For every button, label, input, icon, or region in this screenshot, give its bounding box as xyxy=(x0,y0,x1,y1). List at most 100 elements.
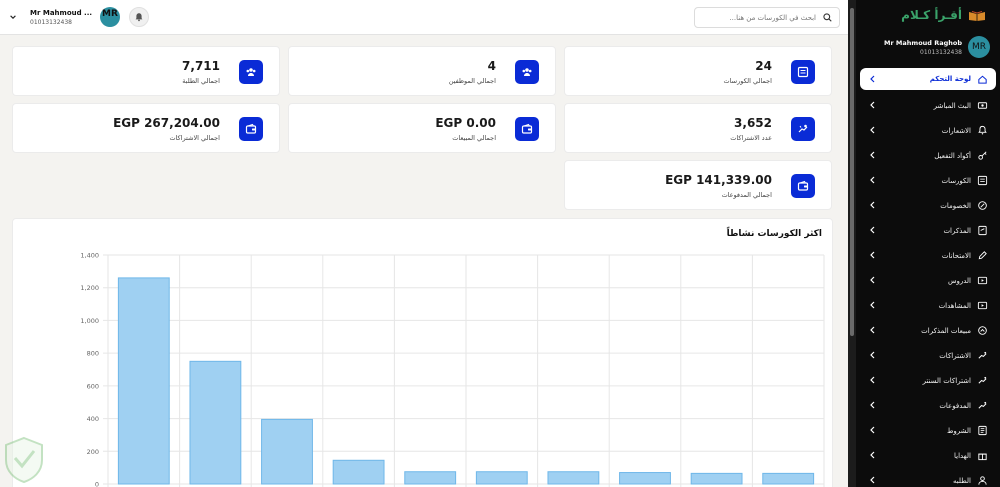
wallet-icon xyxy=(515,117,539,141)
sidebar-item[interactable]: مبيعات المذكرات xyxy=(860,318,996,343)
bar[interactable] xyxy=(332,459,385,485)
brand-name: أقـرأ كـلام xyxy=(901,8,962,22)
users-icon xyxy=(239,60,263,84)
chevron-left-icon xyxy=(868,176,876,184)
lessons-icon xyxy=(977,275,988,286)
sales-icon xyxy=(977,325,988,336)
bar[interactable] xyxy=(189,360,242,485)
bar-chart: 0 200 400 600 800 1,000 1,200 1,400 xyxy=(80,252,825,487)
user-name: Mr Mahmoud ... xyxy=(30,8,93,17)
y-tick-label: 1,200 xyxy=(80,284,99,292)
sidebar-item[interactable]: الطلبه xyxy=(860,468,996,487)
stat-value: EGP 141,339.00 xyxy=(665,173,772,187)
notifications-button[interactable] xyxy=(129,7,149,27)
sidebar-item[interactable]: الاشعارات xyxy=(860,118,996,143)
bell-icon xyxy=(135,13,143,22)
chevron-left-icon xyxy=(868,126,876,134)
bar[interactable] xyxy=(261,418,313,485)
sidebar-item[interactable]: لوحة التحكم xyxy=(860,68,996,90)
sidebar-item[interactable]: الشروط xyxy=(860,418,996,443)
sidebar-item-label: مبيعات المذكرات xyxy=(921,326,971,335)
user-phone: 01013132438 xyxy=(30,18,72,26)
chevron-left-icon xyxy=(868,301,876,309)
book-icon xyxy=(969,11,985,21)
chart-title: اكثر الكورسات نشاطاً xyxy=(726,229,822,239)
chevron-left-icon xyxy=(868,101,876,109)
sidebar-item-label: اشتراكات السنتر xyxy=(922,376,971,385)
stat-card-subscriptions-total: EGP 267,204.00 اجمالي الاشتراكات xyxy=(12,103,280,153)
stat-card-sales: EGP 0.00 اجمالي المبيعات xyxy=(288,103,556,153)
live-icon xyxy=(977,100,988,111)
avatar[interactable]: MR xyxy=(100,7,120,27)
stat-value: EGP 267,204.00 xyxy=(113,116,220,130)
stat-card-subscriptions-count: 3,652 عدد الاشتراكات xyxy=(564,103,832,153)
sidebar-item[interactable]: أكواد التفعيل xyxy=(860,143,996,168)
stat-card-payments: EGP 141,339.00 اجمالي المدفوعات xyxy=(564,160,832,210)
scrollbar-thumb[interactable] xyxy=(850,8,854,336)
sidebar-item-label: الدروس xyxy=(947,276,971,285)
users-icon xyxy=(515,60,539,84)
hand-coin-icon xyxy=(791,117,815,141)
sidebar-item-label: الاشعارات xyxy=(941,126,971,135)
shield-watermark-icon xyxy=(5,436,43,484)
y-tick-label: 1,000 xyxy=(80,317,99,325)
sidebar-item-label: المدفوعات xyxy=(939,401,971,410)
top-bar: Mr Mahmoud ... 01013132438 MR xyxy=(0,0,848,35)
scrollbar[interactable] xyxy=(848,0,856,487)
chevron-left-icon xyxy=(868,476,876,484)
y-tick-label: 800 xyxy=(87,350,99,358)
chevron-left-icon xyxy=(868,376,876,384)
chevron-left-icon xyxy=(868,226,876,234)
bar[interactable] xyxy=(117,277,170,485)
discount-icon xyxy=(977,200,988,211)
stat-value: EGP 0.00 xyxy=(435,116,496,130)
courses-icon xyxy=(977,175,988,186)
sidebar-item[interactable]: الدروس xyxy=(860,268,996,293)
stat-card-courses: 24 اجمالي الكورسات xyxy=(564,46,832,96)
sidebar-item[interactable]: الامتحانات xyxy=(860,243,996,268)
sidebar-item[interactable]: البث المباشر xyxy=(860,93,996,118)
sidebar-item[interactable]: اشتراكات السنتر xyxy=(860,368,996,393)
stat-label: عدد الاشتراكات xyxy=(730,134,772,142)
sidebar-item[interactable]: الاشتراكات xyxy=(860,343,996,368)
stat-label: اجمالي الكورسات xyxy=(723,77,772,85)
sidebar-item[interactable]: الكورسات xyxy=(860,168,996,193)
bar[interactable] xyxy=(475,471,528,485)
sidebar-item[interactable]: المدفوعات xyxy=(860,393,996,418)
chevron-left-icon xyxy=(868,151,876,159)
chevron-left-icon xyxy=(868,326,876,334)
search-icon xyxy=(821,12,833,24)
stat-label: اجمالي الاشتراكات xyxy=(169,134,220,142)
sidebar-item-label: الشروط xyxy=(946,426,971,435)
search-input[interactable] xyxy=(706,13,816,22)
chevron-left-icon xyxy=(868,401,876,409)
chevron-down-icon[interactable] xyxy=(6,10,20,24)
bar[interactable] xyxy=(404,471,457,485)
avatar[interactable]: MR xyxy=(968,36,990,58)
sidebar-item-label: البث المباشر xyxy=(933,101,971,110)
bar[interactable] xyxy=(762,472,815,485)
sidebar-item[interactable]: المشاهدات xyxy=(860,293,996,318)
sidebar-item[interactable]: الهدايا xyxy=(860,443,996,468)
sidebar-item-label: أكواد التفعيل xyxy=(934,151,971,160)
sidebar-item[interactable]: الخصومات xyxy=(860,193,996,218)
notes-icon xyxy=(977,225,988,236)
search-box[interactable] xyxy=(694,7,840,28)
sidebar-user-name: Mr Mahmoud Raghob xyxy=(884,38,962,47)
stat-value: 7,711 xyxy=(182,59,220,73)
y-tick-label: 1,400 xyxy=(80,252,99,260)
bar[interactable] xyxy=(690,472,743,485)
user-menu[interactable]: Mr Mahmoud ... 01013132438 MR xyxy=(6,5,149,29)
chevron-left-icon xyxy=(868,75,876,83)
chevron-left-icon xyxy=(868,451,876,459)
sidebar-item-label: الخصومات xyxy=(940,201,971,210)
sidebar-item-label: الهدايا xyxy=(953,451,971,460)
logo: أقـرأ كـلام xyxy=(901,8,986,22)
stat-label: اجمالي المدفوعات xyxy=(721,191,772,199)
stat-label: اجمالي الطلبة xyxy=(182,77,220,85)
bar[interactable] xyxy=(547,471,600,485)
sidebar-item[interactable]: المذكرات xyxy=(860,218,996,243)
stat-value: 4 xyxy=(487,59,496,73)
sidebar-item-label: المشاهدات xyxy=(938,301,971,310)
bar[interactable] xyxy=(619,472,671,485)
